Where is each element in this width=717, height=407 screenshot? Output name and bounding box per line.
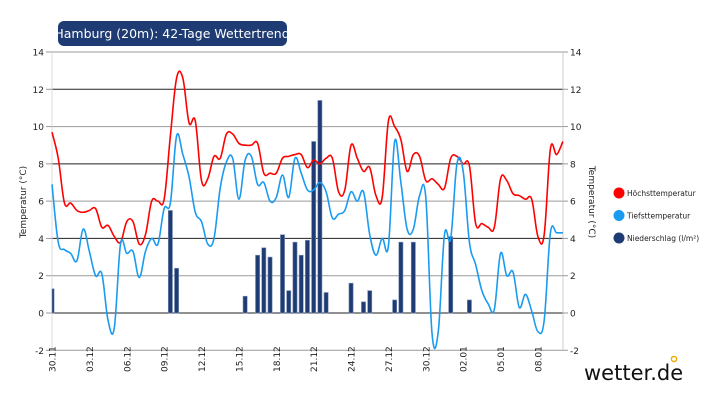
x-tick-label: 09.12 <box>161 346 171 372</box>
y-tick-label-left: 10 <box>33 123 45 133</box>
y-tick-label-right: 10 <box>570 123 582 133</box>
y-tick-label-left: 0 <box>38 310 44 320</box>
y-axis-label-left: Temperatur (°C) <box>19 166 29 239</box>
legend-label: Höchsttemperatur <box>627 189 697 198</box>
x-tick-label: 18.12 <box>273 346 283 372</box>
precipitation-bar <box>267 256 273 314</box>
temperature-lines <box>51 70 564 350</box>
x-tick-label: 06.12 <box>123 346 133 372</box>
y-tick-label-right: 4 <box>570 235 576 245</box>
precipitation-bar <box>398 241 404 314</box>
precipitation-bar <box>51 288 55 314</box>
x-axis-ticks: 30.11 03.12 06.12 09.12 12.12 15.12 18.12 21.12… <box>49 346 545 372</box>
y-axis-label-right: Temperatur (°C) <box>586 165 596 238</box>
x-tick-label: 15.12 <box>235 346 245 372</box>
legend-marker-icon <box>613 187 625 199</box>
x-tick-label: 27.12 <box>385 346 395 372</box>
precipitation-bar <box>467 299 472 314</box>
y-tick-label-left: 8 <box>38 160 44 170</box>
legend-marker-icon <box>613 232 625 244</box>
y-tick-label-right: -2 <box>570 347 579 357</box>
logo-dot-icon <box>670 355 678 363</box>
legend: Höchsttemperatur Tiefsttemperatur Niedersc… <box>613 187 699 244</box>
x-tick-label: 08.01 <box>534 346 544 372</box>
x-tick-label: 03.12 <box>86 346 96 372</box>
precipitation-bar <box>261 247 267 314</box>
y-tick-label-right: 6 <box>570 198 576 208</box>
x-tick-label: 02.01 <box>460 346 470 372</box>
x-tick-label: 24.12 <box>348 346 358 372</box>
precipitation-bar <box>392 299 398 314</box>
y-axis-ticks: -2 -2 0 0 2 2 4 4 6 6 8 8 10 10 12 12 14 14 <box>33 49 582 357</box>
wetter-de-logo: wetter.de <box>584 355 683 385</box>
y-tick-label-right: 0 <box>570 310 576 320</box>
precipitation-bar <box>361 301 366 314</box>
precipitation-bar <box>242 295 248 314</box>
title-background <box>58 21 287 46</box>
precipitation-bar <box>255 254 260 314</box>
x-tick-label: 21.12 <box>310 346 320 372</box>
x-tick-label: 30.11 <box>49 346 59 372</box>
precipitation-bar <box>298 254 304 314</box>
title-badge: Hamburg (20m): 42-Tage Wettertrend <box>54 21 290 46</box>
x-tick-label: 12.12 <box>198 346 208 372</box>
y-tick-label-right: 12 <box>570 86 581 96</box>
legend-label: Niederschlag (l/m²) <box>627 234 699 243</box>
y-tick-label-right: 14 <box>570 49 582 59</box>
logo-text: wetter.de <box>584 361 683 385</box>
precipitation-bar <box>174 267 179 314</box>
max-temperature-line <box>51 70 564 246</box>
legend-marker-icon <box>613 210 625 221</box>
precipitation-bar <box>311 141 317 314</box>
precipitation-bar <box>167 210 173 314</box>
precipitation-bars <box>51 100 472 314</box>
y-tick-label-left: 6 <box>38 198 44 208</box>
precipitation-bar <box>292 241 298 314</box>
precipitation-bar <box>348 282 354 314</box>
precipitation-bar <box>305 239 310 314</box>
x-tick-label: 05.01 <box>497 346 507 372</box>
chart-title: Hamburg (20m): 42-Tage Wettertrend <box>54 26 289 41</box>
precipitation-bar <box>323 292 329 314</box>
legend-label: Tiefsttemperatur <box>626 212 691 221</box>
y-tick-label-left: 12 <box>33 86 44 96</box>
min-temperature-line <box>51 133 563 350</box>
x-tick-label: 30.12 <box>422 346 432 372</box>
precipitation-bar <box>280 234 285 314</box>
y-tick-label-left: 14 <box>33 49 45 59</box>
precipitation-bar <box>286 290 292 314</box>
precipitation-bar <box>410 241 416 314</box>
y-tick-label-left: 2 <box>38 272 44 282</box>
y-tick-label-right: 2 <box>570 272 576 282</box>
y-tick-label-left: -2 <box>35 347 44 357</box>
precipitation-bar <box>367 290 373 314</box>
y-tick-label-left: 4 <box>38 235 44 245</box>
precipitation-bar <box>448 236 454 314</box>
y-tick-label-right: 8 <box>570 160 576 170</box>
precipitation-bar <box>317 100 323 314</box>
